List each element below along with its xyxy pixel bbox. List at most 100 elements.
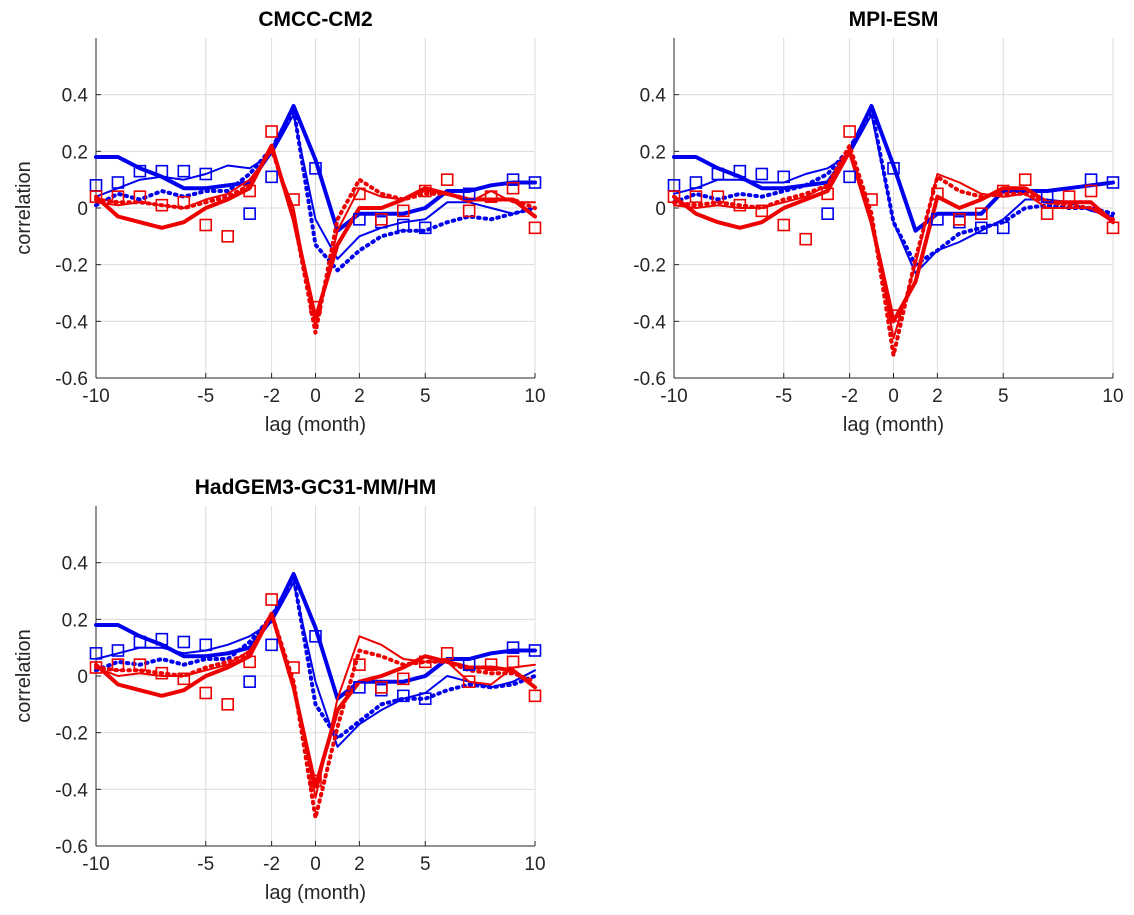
data-point-square-blue <box>309 630 322 643</box>
data-point-square-blue <box>199 167 213 181</box>
x-tick-label: 5 <box>998 386 1009 407</box>
y-tick-label: 0 <box>77 667 88 688</box>
data-point-square-red <box>440 173 454 186</box>
y-axis-label: correlation <box>13 629 35 722</box>
data-point-square-blue <box>155 164 169 178</box>
chart-title: MPI-ESM <box>849 8 939 31</box>
y-tick-label: -0.6 <box>55 837 88 858</box>
data-point-square-blue <box>1106 176 1120 189</box>
data-point-square-red <box>353 658 366 671</box>
data-point-square-red <box>733 198 747 212</box>
data-point-square-red <box>396 204 410 218</box>
data-point-square-blue <box>931 213 944 226</box>
data-point-square-red <box>755 204 769 218</box>
y-tick-label: -0.6 <box>55 369 88 390</box>
data-point-square-red <box>1106 221 1120 235</box>
series-line-blue-dotted <box>94 574 537 741</box>
data-point-square-red <box>484 190 498 203</box>
series-line-blue-dotted <box>94 106 537 273</box>
data-point-square-red <box>440 647 454 660</box>
y-tick-label: -0.4 <box>633 312 666 333</box>
data-point-square-red <box>865 193 878 206</box>
data-point-square-red <box>265 593 278 606</box>
data-point-square-blue <box>133 164 147 178</box>
data-point-square-red <box>177 672 191 686</box>
data-point-square-blue <box>111 176 125 189</box>
data-point-square-red <box>243 655 256 669</box>
x-tick-label: -5 <box>197 386 214 407</box>
y-tick-label: 0.2 <box>62 610 88 631</box>
data-point-square-blue <box>506 641 520 654</box>
data-point-square-blue <box>689 176 703 189</box>
x-tick-label: -5 <box>197 854 214 875</box>
data-point-square-red <box>375 213 388 226</box>
y-tick-label: 0 <box>655 199 666 220</box>
data-point-square-blue <box>396 218 410 232</box>
data-point-square-blue <box>353 681 366 694</box>
data-point-square-blue <box>506 173 520 186</box>
series-line-red-thick <box>94 143 537 321</box>
data-point-square-red <box>484 658 498 671</box>
data-point-square-blue <box>887 162 900 175</box>
x-tick-label: -10 <box>82 854 109 875</box>
data-point-square-red <box>777 218 791 232</box>
x-tick-label: -2 <box>841 386 858 407</box>
x-tick-label: 2 <box>354 386 365 407</box>
x-tick-label: 0 <box>310 386 321 407</box>
x-tick-label: 10 <box>1102 386 1123 407</box>
data-point-square-red <box>799 232 813 246</box>
data-point-square-red <box>1018 173 1032 186</box>
x-axis-label: lag (month) <box>265 882 366 904</box>
x-tick-label: 10 <box>524 386 545 407</box>
data-point-square-red <box>1062 190 1076 203</box>
data-point-square-red <box>375 681 388 694</box>
data-point-square-red <box>996 184 1010 198</box>
y-tick-label: -0.6 <box>633 369 666 390</box>
data-point-square-red <box>418 655 432 669</box>
data-point-square-blue <box>996 221 1010 235</box>
data-point-square-red <box>711 190 725 203</box>
y-tick-label: -0.2 <box>55 256 88 277</box>
y-tick-label: 0.4 <box>62 86 89 107</box>
data-point-square-red <box>528 689 542 703</box>
data-point-square-red <box>89 190 103 203</box>
series-line-blue-thin <box>95 581 536 748</box>
data-point-square-blue <box>418 692 432 705</box>
y-tick-label: 0 <box>77 199 88 220</box>
data-point-square-red <box>667 190 681 203</box>
data-point-square-red <box>287 661 300 674</box>
data-point-square-red <box>155 666 169 680</box>
data-point-square-red <box>199 686 213 700</box>
chart-panel-cmcc: -10 -5 -2 0 2 5 10 -0.6 -0.4 -0.2 0 0.2 0.4 CMCC-CM2 l… <box>13 8 546 436</box>
data-point-square-red <box>506 655 520 669</box>
data-point-square-blue <box>375 683 388 697</box>
x-tick-label: 5 <box>420 386 431 407</box>
x-tick-label: 2 <box>932 386 943 407</box>
data-point-square-red <box>931 187 944 201</box>
data-point-square-blue <box>528 176 542 189</box>
data-point-square-red <box>396 672 410 686</box>
data-point-square-red <box>309 300 322 314</box>
data-point-square-blue <box>155 632 169 646</box>
data-point-square-blue <box>953 215 966 229</box>
data-point-square-blue <box>755 167 769 181</box>
data-point-square-red <box>309 774 322 788</box>
data-point-square-red <box>133 190 147 203</box>
y-axis-label: correlation <box>13 161 35 254</box>
data-point-square-red <box>155 198 169 212</box>
data-point-square-red <box>953 213 966 226</box>
y-tick-label: 0.4 <box>640 86 667 107</box>
data-point-square-blue <box>777 170 791 184</box>
y-tick-label: 0.2 <box>62 142 88 163</box>
data-point-square-red <box>221 698 234 711</box>
data-point-square-red <box>462 204 476 218</box>
data-point-square-blue <box>265 170 278 184</box>
x-axis-label: lag (month) <box>843 414 944 436</box>
data-point-square-blue <box>265 638 278 652</box>
series-line-red-thin <box>95 615 536 799</box>
series-line-red-dotted <box>94 146 537 335</box>
data-point-square-red <box>265 125 278 138</box>
data-point-square-red <box>199 218 213 232</box>
series-line-blue-thin <box>95 113 536 260</box>
x-tick-label: -10 <box>660 386 687 407</box>
